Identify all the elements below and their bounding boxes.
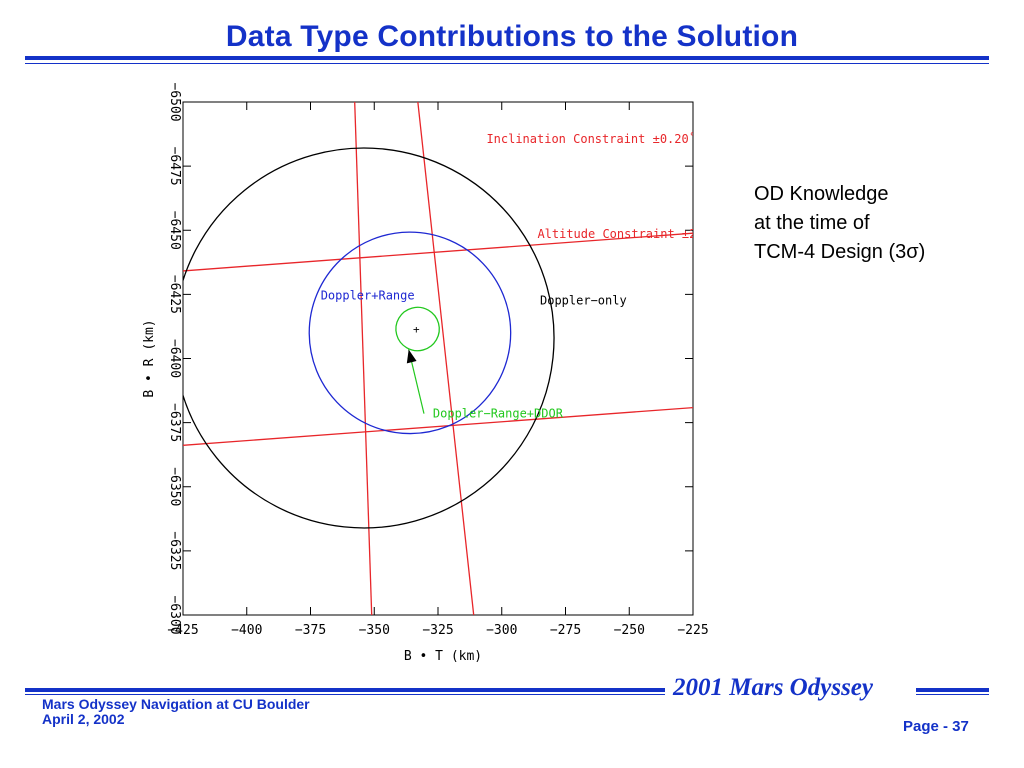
y-tick-label: −6475 [167,147,182,186]
x-tick-label: −250 [614,623,645,638]
y-tick-label: −6325 [167,531,182,570]
plot-content: + Doppler−only Doppler+Range Doppler−Range+… [183,102,725,615]
x-tick-label: −300 [486,623,517,638]
note-line-3: TCM-4 Design (3σ) [754,241,926,263]
x-tick-label: −225 [677,623,708,638]
od-knowledge-note: OD Knowledge at the time of TCM-4 Design… [754,180,925,267]
footer-rule-left-thin [25,694,665,695]
page-title: Data Type Contributions to the Solution [225,20,799,53]
x-tick-label: −425 [167,623,198,638]
x-tick-label: −375 [295,623,326,638]
x-tick-label: −350 [359,623,390,638]
y-tick-label: −6425 [167,275,182,314]
x-tick-label: −400 [231,623,262,638]
x-axis-label: B • T (km) [404,649,482,664]
footer-rule-left [25,688,665,692]
doppler-range-ellipse [308,231,512,435]
inclination-constraint-line [354,102,373,615]
footer-info: Mars Odyssey Navigation at CU Boulder Ap… [42,697,310,727]
doppler-only-label: Doppler−only [540,294,627,308]
note-line-1: OD Knowledge [754,183,889,205]
y-tick-label: −6400 [167,339,182,378]
altitude-constraint-line [183,406,693,446]
title-underline [25,56,989,60]
covariance-ellipse-chart: −425 −400 −375 −350 −325 −300 −275 −250 −225 −630… [142,82,725,664]
inclination-constraint-line [417,102,475,615]
footer-organization: Mars Odyssey Navigation at CU Boulder [42,696,310,712]
doppler-range-ddor-ellipse [395,306,440,352]
title-underline-thin [25,63,989,64]
footer-date: April 2, 2002 [42,711,125,727]
doppler-range-label: Doppler+Range [321,289,415,303]
altitude-constraint-line [183,232,693,272]
note-line-2: at the time of [754,212,870,234]
footer-rule-right-thin [916,694,989,695]
x-tick-label: −275 [550,623,581,638]
page-number: Page - 37 [903,718,969,735]
pointer-arrowhead [406,349,417,364]
inclination-constraint-label: Inclination Constraint ±0.20˚ [486,131,696,146]
y-tick-label: −6450 [167,211,182,250]
y-tick-label: −6300 [167,595,182,634]
brand-logo-text: 2001 Mars Odyssey [673,674,873,701]
altitude-constraint-label: Altitude Constraint ±25 km [537,227,725,241]
nominal-target-mark: + [413,323,420,336]
doppler-only-ellipse [183,147,555,529]
footer-rule-right [916,688,989,692]
x-tick-label: −325 [422,623,453,638]
y-tick-label: −6375 [167,403,182,442]
y-axis-label: B • R (km) [142,319,157,397]
doppler-range-ddor-label: Doppler−Range+DDOR [433,406,564,420]
y-tick-label: −6350 [167,467,182,506]
y-tick-label: −6500 [167,82,182,121]
